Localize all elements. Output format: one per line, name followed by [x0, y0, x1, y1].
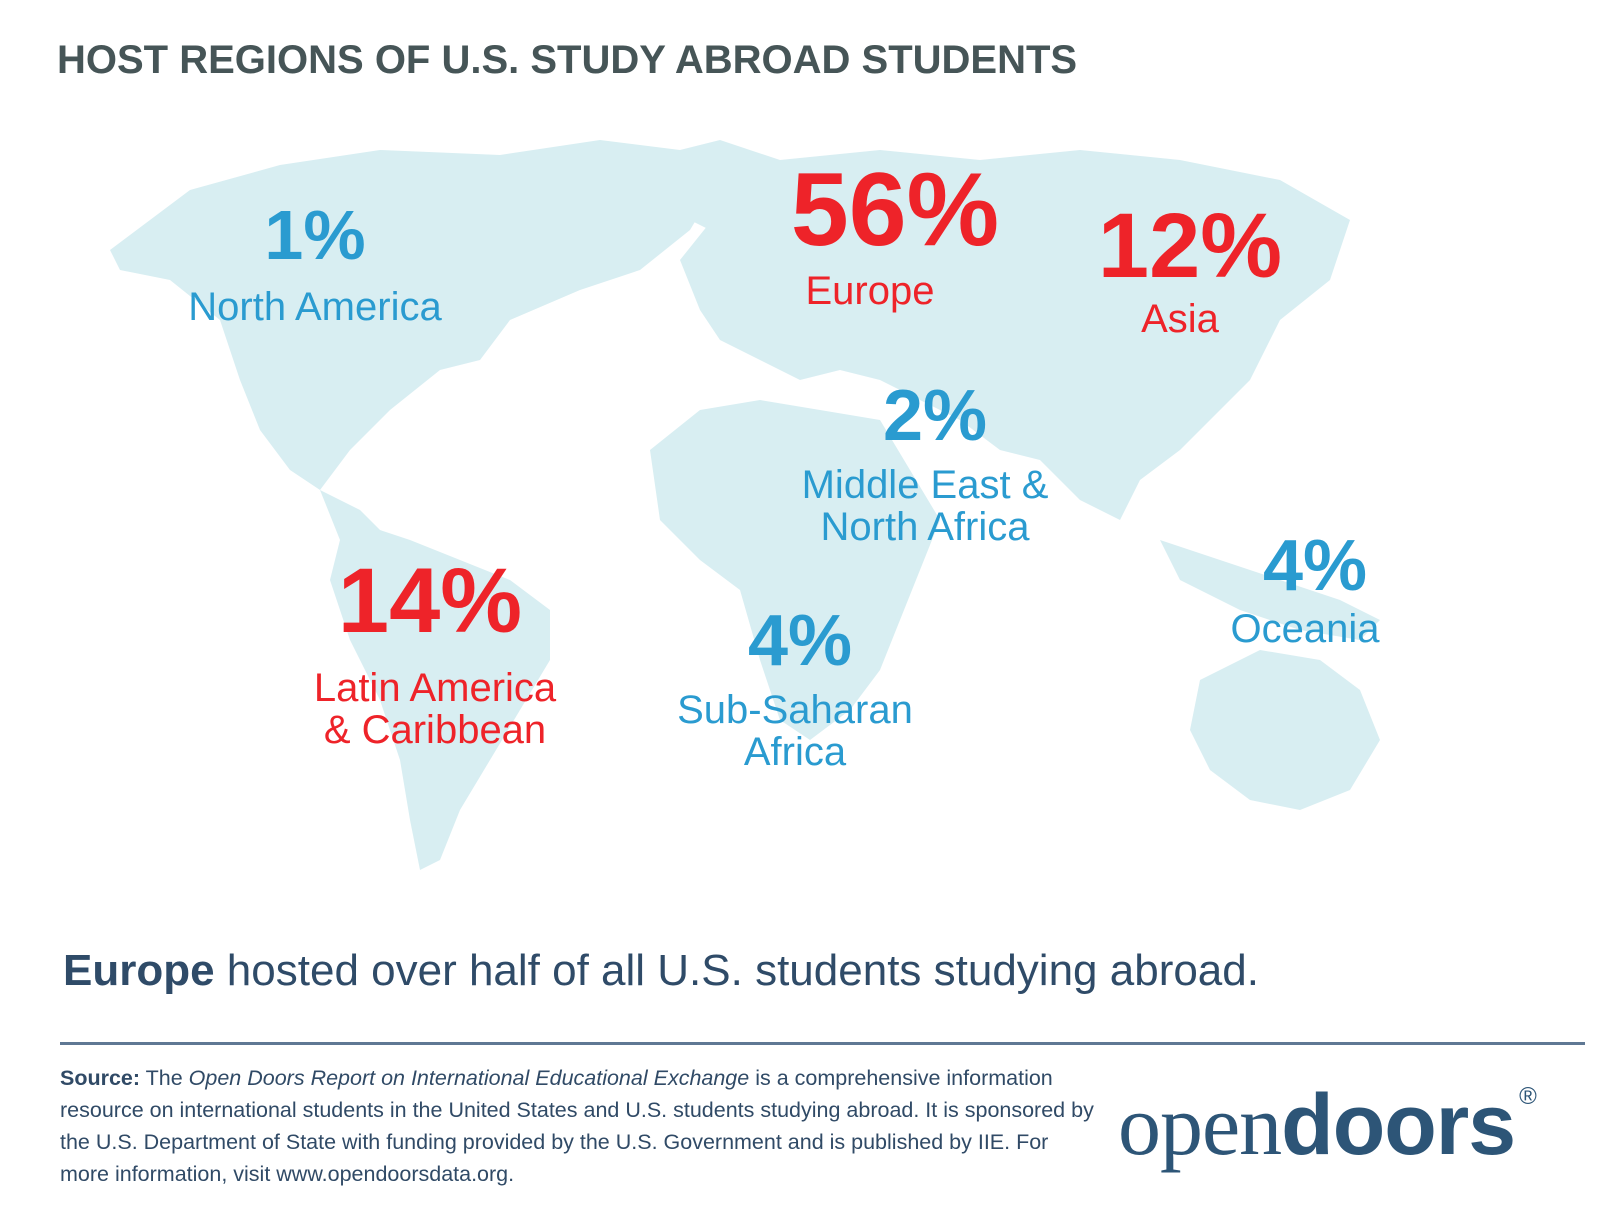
stat-latin-america: 14% Latin America & Caribbean [295, 555, 575, 751]
oceania-percent: 4% [1262, 526, 1368, 606]
source-report-title: Open Doors Report on International Educa… [188, 1066, 750, 1090]
asia-label: Asia [1141, 297, 1219, 341]
eurasia-shape [680, 150, 1350, 520]
asia-percent: 12% [1097, 195, 1283, 297]
sub-saharan-label-line2: Africa [743, 730, 847, 774]
middle-east-percent: 2% [882, 376, 988, 456]
oceania-label: Oceania [1230, 607, 1380, 651]
opendoors-logo: opendoors ® [1118, 1075, 1537, 1175]
stat-north-america: 1% North America [180, 200, 450, 328]
north-america-percent: 1% [264, 196, 366, 274]
north-america-label: North America [188, 285, 442, 329]
headline: Europe hosted over half of all U.S. stud… [63, 946, 1259, 996]
middle-east-label-line1: Middle East & [801, 463, 1049, 507]
registered-mark-icon: ® [1519, 1083, 1537, 1110]
middle-east-label-line2: North Africa [820, 505, 1030, 549]
stat-europe: 56% Europe [770, 158, 1020, 312]
south-america-shape [320, 490, 550, 870]
stat-middle-east: 2% Middle East & North Africa [785, 380, 1065, 548]
source-note: Source: The Open Doors Report on Interna… [60, 1062, 1100, 1190]
europe-label: Europe [805, 269, 935, 313]
source-pre: The [140, 1066, 189, 1090]
north-america-shape [110, 140, 720, 490]
australia-shape [1190, 650, 1380, 810]
page-title: HOST REGIONS OF U.S. STUDY ABROAD STUDEN… [57, 38, 1078, 82]
sub-saharan-label-line1: Sub-Saharan [677, 688, 913, 732]
logo-open: open [1118, 1077, 1282, 1173]
headline-text: hosted over half of all U.S. students st… [214, 946, 1259, 995]
latin-america-label-line1: Latin America [313, 666, 557, 710]
divider [60, 1042, 1585, 1045]
sub-saharan-percent: 4% [747, 601, 853, 681]
africa-shape [650, 400, 940, 740]
latin-america-label-line2: & Caribbean [323, 708, 547, 752]
latin-america-percent: 14% [337, 550, 523, 652]
europe-percent: 56% [790, 152, 1000, 268]
stat-oceania: 4% Oceania [1205, 530, 1405, 650]
source-body: is a comprehensive information resource … [60, 1066, 1094, 1186]
stat-asia: 12% Asia [1085, 200, 1295, 340]
source-label: Source: [60, 1066, 141, 1090]
headline-emphasis: Europe [63, 946, 215, 995]
stat-sub-saharan: 4% Sub-Saharan Africa [660, 605, 930, 773]
world-map [110, 140, 1380, 870]
logo-doors: doors [1281, 1077, 1516, 1173]
